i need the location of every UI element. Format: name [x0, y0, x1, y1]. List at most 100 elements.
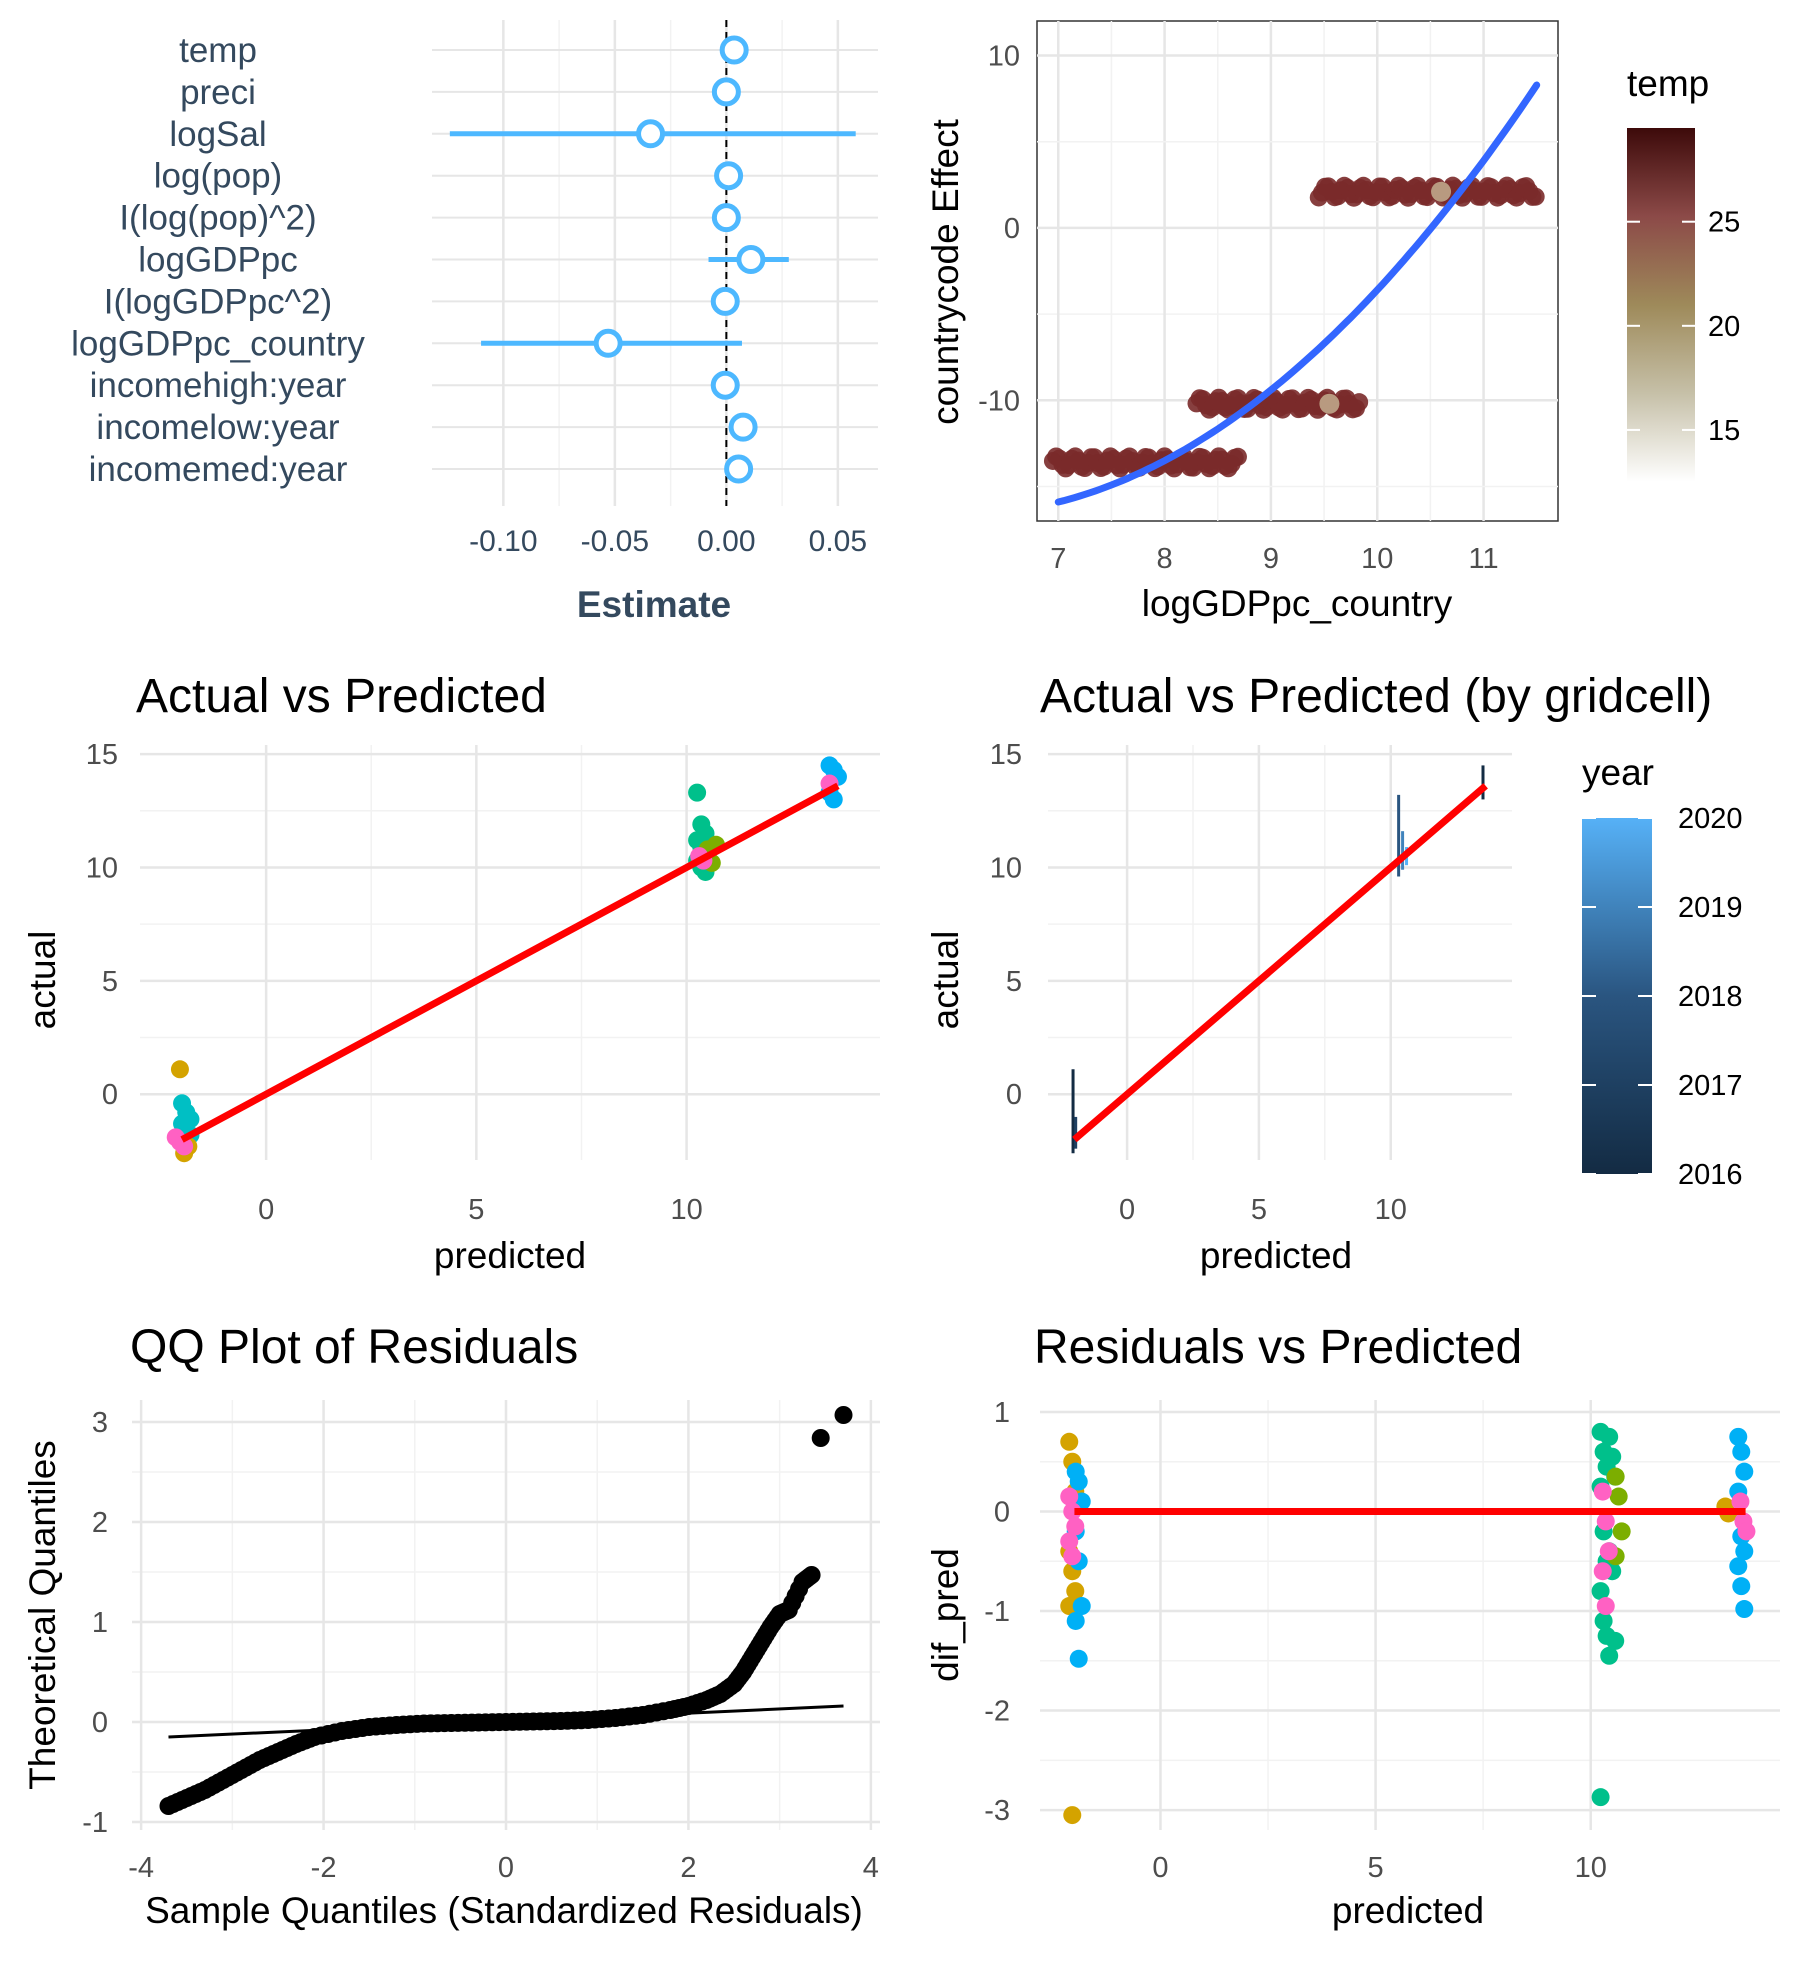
rvp-point [1729, 1427, 1748, 1446]
avp-points [166, 756, 847, 1163]
rvp-point [1060, 1487, 1079, 1506]
rvp-point [1069, 1649, 1088, 1668]
temp-legend: temp 15 20 25 [1627, 63, 1740, 482]
temp-legend-label: 20 [1708, 311, 1740, 343]
x-tick-label: 5 [1368, 1852, 1384, 1884]
country-effect-x-tick-labels: 7 8 9 10 11 [1050, 543, 1498, 575]
avpg-x-axis-title: predicted [1200, 1235, 1352, 1276]
rvp-point [1591, 1582, 1610, 1601]
rvp-point [1735, 1462, 1754, 1481]
rvp-point [1735, 1542, 1754, 1561]
year-legend-title: year [1582, 752, 1654, 793]
temp-legend-label: 25 [1708, 207, 1740, 239]
coef-estimate-point [724, 454, 754, 484]
rvp-point [1737, 1522, 1756, 1541]
year-legend-label: 2020 [1678, 803, 1743, 835]
rvp-panel: Residuals vs Predicted 0 5 10 -3 -2 -1 0 1 pre… [925, 1321, 1780, 1931]
rvp-point [1594, 1611, 1613, 1630]
rvp-point [1606, 1467, 1625, 1486]
rvp-x-tick-labels: 0 5 10 [1152, 1852, 1606, 1884]
year-legend-label: 2018 [1678, 981, 1743, 1013]
avp-point [170, 1060, 189, 1079]
coef-term-label: incomelow:year [96, 408, 339, 447]
avpg-fit-line [1072, 783, 1488, 1143]
avp-title: Actual vs Predicted [136, 670, 547, 723]
coef-estimate-point [719, 35, 749, 65]
x-tick-label: 11 [1469, 543, 1499, 575]
y-tick-label: 0 [92, 1707, 108, 1739]
rvp-point [1600, 1427, 1619, 1446]
country-effect-x-axis-title: logGDPpc_country [1142, 583, 1453, 624]
year-legend-label: 2016 [1678, 1159, 1743, 1191]
temp-legend-title: temp [1627, 63, 1709, 104]
rvp-point [1060, 1597, 1079, 1616]
x-tick-label: 0.05 [809, 525, 867, 558]
rvp-point [1606, 1631, 1625, 1650]
coef-x-tick-labels: -0.10 -0.05 0.00 0.05 [469, 525, 867, 558]
avp-x-axis-title: predicted [434, 1235, 586, 1276]
rvp-point [1069, 1472, 1088, 1491]
rvp-point [1612, 1522, 1631, 1541]
rvp-point [1596, 1597, 1615, 1616]
y-tick-label: 5 [102, 966, 118, 998]
y-tick-label: 2 [92, 1507, 108, 1539]
coef-estimate-point [736, 245, 766, 274]
x-tick-label: 10 [1375, 1194, 1407, 1226]
country-effect-point [1526, 187, 1545, 206]
y-tick-label: 10 [990, 852, 1022, 884]
coef-term-labels: tempprecilogSallog(pop)I(log(pop)^2)logG… [71, 31, 365, 489]
y-tick-label: -1 [984, 1596, 1010, 1628]
qq-title: QQ Plot of Residuals [130, 1321, 578, 1374]
temp-legend-colorbar [1627, 128, 1695, 482]
avpg-x-tick-labels: 0 5 10 [1119, 1194, 1407, 1226]
rvp-point [1066, 1611, 1085, 1630]
temp-legend-label: 15 [1708, 415, 1740, 447]
qq-x-tick-labels: -4 -2 0 2 4 [128, 1852, 879, 1884]
year-legend: year 2016 2017 2018 2019 2020 [1582, 752, 1743, 1191]
coef-estimate-point [711, 203, 741, 233]
coef-term-label: I(log(pop)^2) [119, 199, 316, 238]
avpg-gridlines [1048, 745, 1512, 1160]
avp-x-tick-labels: 0 5 10 [258, 1194, 703, 1226]
x-tick-label: 2 [680, 1852, 696, 1884]
rvp-title: Residuals vs Predicted [1034, 1321, 1522, 1374]
x-tick-label: 10 [670, 1194, 702, 1226]
year-legend-label: 2019 [1678, 892, 1743, 924]
avpg-y-axis-title: actual [925, 931, 966, 1030]
y-tick-label: -2 [984, 1696, 1010, 1728]
y-tick-label: 15 [990, 739, 1022, 771]
coef-estimate-point [714, 161, 744, 191]
coef-panel: tempprecilogSallog(pop)I(log(pop)^2)logG… [71, 20, 878, 625]
coef-term-label: preci [180, 73, 256, 112]
y-tick-label: -1 [82, 1807, 108, 1839]
coef-term-label: incomemed:year [89, 450, 348, 489]
x-tick-label: 8 [1157, 543, 1173, 575]
rvp-point [1066, 1517, 1085, 1536]
rvp-gridlines [1040, 1400, 1780, 1830]
avp-point [824, 790, 843, 809]
coef-estimate-point [710, 370, 740, 400]
country-effect-fit-curve [1054, 81, 1541, 506]
x-tick-label: 10 [1575, 1852, 1607, 1884]
country-effect-point [1350, 393, 1369, 412]
y-tick-label: 10 [988, 40, 1020, 72]
avpg-y-tick-labels: 0 5 10 15 [990, 739, 1022, 1111]
avp-y-axis-title: actual [22, 931, 63, 1030]
coef-term-label: log(pop) [154, 157, 282, 196]
y-tick-label: 1 [92, 1607, 108, 1639]
x-tick-label: 0 [258, 1194, 274, 1226]
avpg-title: Actual vs Predicted (by gridcell) [1040, 670, 1712, 723]
rvp-point [1060, 1432, 1079, 1451]
avp-panel: Actual vs Predicted 0 5 10 0 5 10 15 predicte… [22, 670, 880, 1276]
country-effect-point-light [1319, 393, 1340, 414]
avp-gridlines [140, 745, 880, 1160]
coef-x-axis-title: Estimate [577, 584, 731, 625]
x-tick-label: 7 [1050, 543, 1066, 575]
y-tick-label: 5 [1006, 966, 1022, 998]
qq-points [159, 1406, 853, 1815]
rvp-point [1735, 1600, 1754, 1619]
qq-panel: QQ Plot of Residuals -4 -2 0 2 4 -1 0 1 2 3 Samp… [22, 1321, 880, 1931]
rvp-point [1732, 1442, 1751, 1461]
rvp-point [1063, 1806, 1082, 1825]
x-tick-label: 9 [1263, 543, 1279, 575]
